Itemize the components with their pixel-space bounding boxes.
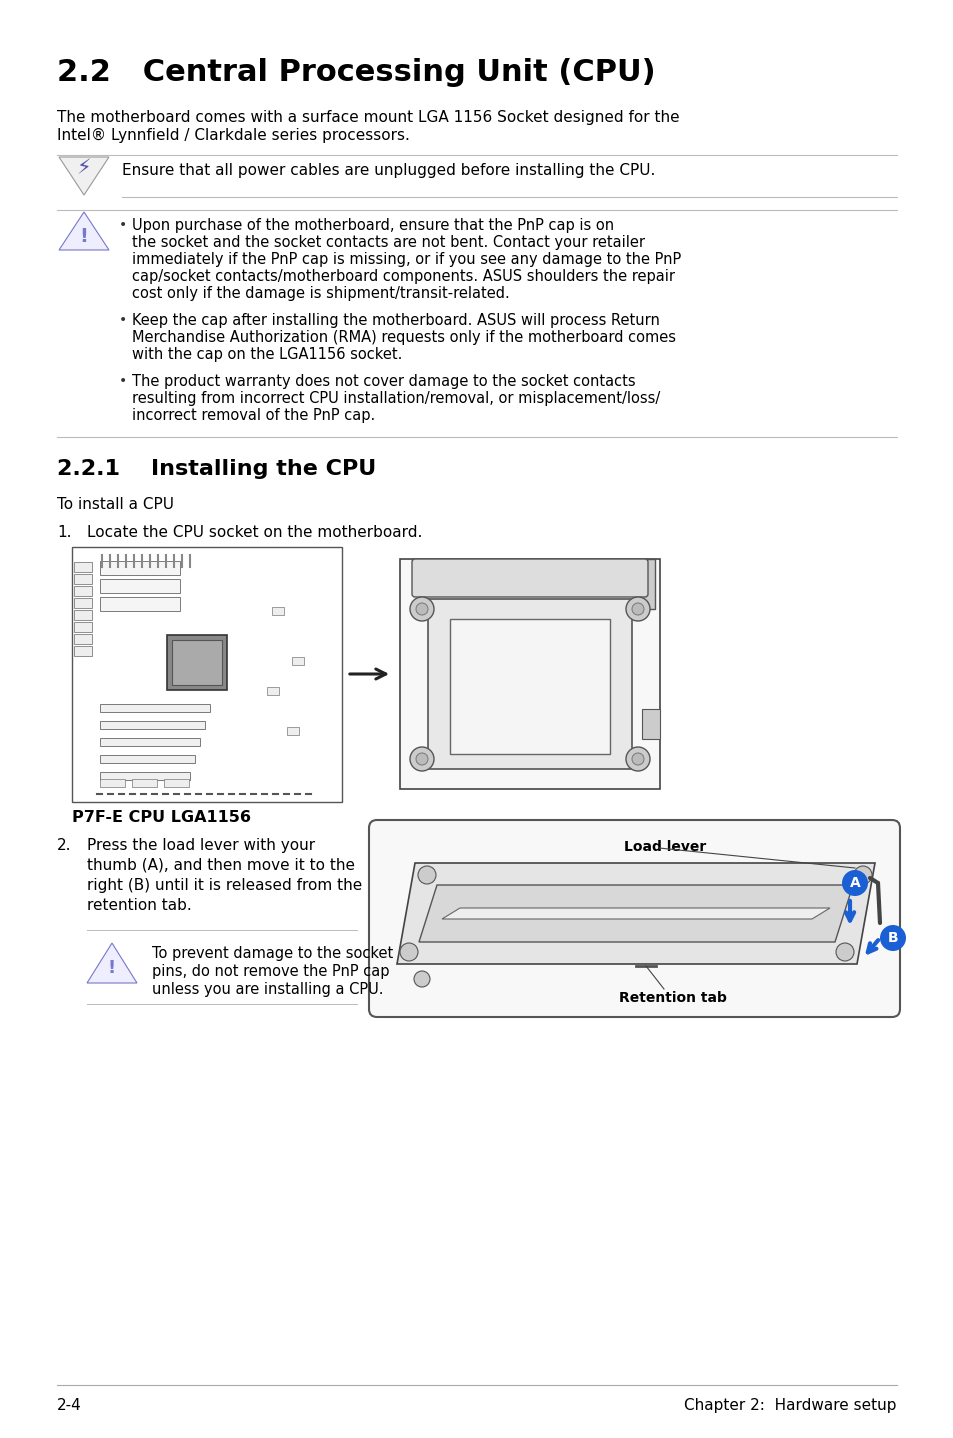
Text: The motherboard comes with a surface mount LGA 1156 Socket designed for the: The motherboard comes with a surface mou…: [57, 109, 679, 125]
Text: !: !: [79, 227, 89, 246]
FancyBboxPatch shape: [287, 728, 298, 735]
FancyBboxPatch shape: [74, 646, 91, 656]
Text: cost only if the damage is shipment/transit-related.: cost only if the damage is shipment/tran…: [132, 286, 509, 301]
Circle shape: [414, 971, 430, 986]
FancyBboxPatch shape: [74, 634, 91, 644]
Circle shape: [631, 754, 643, 765]
Text: B: B: [886, 930, 898, 945]
Text: 2.: 2.: [57, 838, 71, 853]
FancyBboxPatch shape: [100, 779, 125, 787]
FancyBboxPatch shape: [641, 709, 659, 739]
Text: right (B) until it is released from the: right (B) until it is released from the: [87, 879, 362, 893]
Circle shape: [416, 603, 428, 615]
Polygon shape: [59, 157, 109, 196]
FancyBboxPatch shape: [428, 600, 631, 769]
Text: 2-4: 2-4: [57, 1398, 82, 1414]
Polygon shape: [87, 943, 137, 984]
Circle shape: [399, 943, 417, 961]
FancyBboxPatch shape: [272, 607, 284, 615]
Text: Press the load lever with your: Press the load lever with your: [87, 838, 314, 853]
FancyBboxPatch shape: [100, 561, 180, 575]
Text: thumb (A), and then move it to the: thumb (A), and then move it to the: [87, 858, 355, 873]
Text: Ensure that all power cables are unplugged before installing the CPU.: Ensure that all power cables are unplugg…: [122, 162, 655, 178]
Polygon shape: [418, 884, 852, 942]
Text: unless you are installing a CPU.: unless you are installing a CPU.: [152, 982, 383, 997]
FancyBboxPatch shape: [100, 705, 210, 712]
Polygon shape: [441, 907, 829, 919]
FancyBboxPatch shape: [637, 559, 655, 610]
Text: Upon purchase of the motherboard, ensure that the PnP cap is on: Upon purchase of the motherboard, ensure…: [132, 219, 614, 233]
Polygon shape: [59, 211, 109, 250]
FancyBboxPatch shape: [100, 580, 180, 592]
FancyBboxPatch shape: [74, 623, 91, 631]
Text: •: •: [119, 219, 127, 232]
Text: •: •: [119, 313, 127, 326]
FancyBboxPatch shape: [267, 687, 278, 695]
Polygon shape: [396, 863, 874, 963]
FancyBboxPatch shape: [100, 738, 200, 746]
Text: Locate the CPU socket on the motherboard.: Locate the CPU socket on the motherboard…: [87, 525, 422, 541]
Text: cap/socket contacts/motherboard components. ASUS shoulders the repair: cap/socket contacts/motherboard componen…: [132, 269, 675, 283]
FancyBboxPatch shape: [74, 574, 91, 584]
Text: Retention tab: Retention tab: [618, 991, 726, 1005]
Text: with the cap on the LGA1156 socket.: with the cap on the LGA1156 socket.: [132, 347, 402, 362]
FancyBboxPatch shape: [412, 559, 647, 597]
FancyBboxPatch shape: [132, 779, 157, 787]
Text: To install a CPU: To install a CPU: [57, 498, 173, 512]
Text: A: A: [849, 876, 860, 890]
Text: !: !: [108, 959, 116, 976]
Text: Load lever: Load lever: [623, 840, 705, 854]
Text: To prevent damage to the socket: To prevent damage to the socket: [152, 946, 393, 961]
Text: Intel® Lynnfield / Clarkdale series processors.: Intel® Lynnfield / Clarkdale series proc…: [57, 128, 410, 142]
Circle shape: [841, 870, 867, 896]
FancyBboxPatch shape: [369, 820, 899, 1017]
Text: immediately if the PnP cap is missing, or if you see any damage to the PnP: immediately if the PnP cap is missing, o…: [132, 252, 680, 267]
FancyBboxPatch shape: [100, 720, 205, 729]
FancyBboxPatch shape: [74, 587, 91, 595]
Text: Keep the cap after installing the motherboard. ASUS will process Return: Keep the cap after installing the mother…: [132, 313, 659, 328]
Text: ⚡: ⚡: [76, 158, 91, 178]
FancyBboxPatch shape: [399, 559, 659, 789]
Text: •: •: [119, 374, 127, 388]
Text: the socket and the socket contacts are not bent. Contact your retailer: the socket and the socket contacts are n…: [132, 234, 644, 250]
Circle shape: [879, 925, 905, 951]
Text: incorrect removal of the PnP cap.: incorrect removal of the PnP cap.: [132, 408, 375, 423]
FancyBboxPatch shape: [100, 755, 194, 764]
FancyBboxPatch shape: [167, 636, 227, 690]
FancyBboxPatch shape: [71, 546, 341, 802]
FancyBboxPatch shape: [74, 598, 91, 608]
Circle shape: [416, 754, 428, 765]
Text: P7F-E CPU LGA1156: P7F-E CPU LGA1156: [71, 810, 251, 825]
FancyBboxPatch shape: [100, 597, 180, 611]
Circle shape: [625, 597, 649, 621]
Text: 1.: 1.: [57, 525, 71, 541]
Text: retention tab.: retention tab.: [87, 897, 192, 913]
FancyBboxPatch shape: [450, 618, 609, 754]
Text: Chapter 2:  Hardware setup: Chapter 2: Hardware setup: [684, 1398, 896, 1414]
FancyBboxPatch shape: [74, 562, 91, 572]
Circle shape: [410, 597, 434, 621]
Circle shape: [410, 746, 434, 771]
FancyBboxPatch shape: [164, 779, 189, 787]
Text: 2.2   Central Processing Unit (CPU): 2.2 Central Processing Unit (CPU): [57, 58, 655, 88]
Circle shape: [625, 746, 649, 771]
Text: 2.2.1    Installing the CPU: 2.2.1 Installing the CPU: [57, 459, 375, 479]
Circle shape: [835, 943, 853, 961]
FancyBboxPatch shape: [74, 610, 91, 620]
FancyBboxPatch shape: [292, 657, 304, 664]
Text: resulting from incorrect CPU installation/removal, or misplacement/loss/: resulting from incorrect CPU installatio…: [132, 391, 659, 406]
Text: Merchandise Authorization (RMA) requests only if the motherboard comes: Merchandise Authorization (RMA) requests…: [132, 329, 676, 345]
FancyBboxPatch shape: [172, 640, 222, 684]
Text: The product warranty does not cover damage to the socket contacts: The product warranty does not cover dama…: [132, 374, 635, 390]
Circle shape: [631, 603, 643, 615]
Text: pins, do not remove the PnP cap: pins, do not remove the PnP cap: [152, 963, 389, 979]
Circle shape: [853, 866, 871, 884]
Circle shape: [417, 866, 436, 884]
FancyBboxPatch shape: [100, 772, 190, 779]
